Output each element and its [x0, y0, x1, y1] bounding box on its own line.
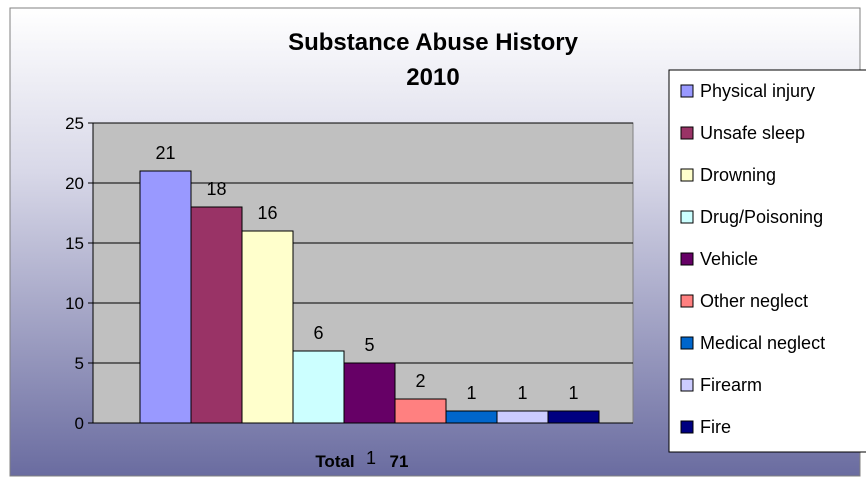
bar-value-label: 6 [313, 323, 323, 343]
y-tick-label: 25 [65, 114, 84, 133]
x-axis-label: Total [315, 452, 354, 471]
y-tick-label: 0 [75, 414, 84, 433]
y-axis-ticks: 0 5 10 15 20 25 [65, 114, 93, 433]
axis-annotation: 1 [366, 448, 376, 468]
legend-label: Drowning [700, 165, 776, 185]
y-tick-label: 15 [65, 234, 84, 253]
bar-value-label: 18 [206, 179, 226, 199]
bar [445, 410, 498, 424]
bar [292, 350, 345, 424]
chart-subtitle: 2010 [406, 64, 459, 91]
bar [139, 170, 192, 424]
chart-title: Substance Abuse History [288, 29, 579, 56]
bar [241, 230, 294, 424]
legend-swatch [680, 378, 694, 392]
legend-swatch [680, 294, 694, 308]
bar-value-label: 1 [517, 383, 527, 403]
legend-swatch [680, 252, 694, 266]
y-tick-label: 10 [65, 294, 84, 313]
legend-label: Other neglect [700, 291, 808, 311]
y-tick-label: 5 [75, 354, 84, 373]
bar [394, 398, 447, 424]
legend-label: Unsafe sleep [700, 123, 805, 143]
bar [496, 410, 549, 424]
legend-label: Vehicle [700, 249, 758, 269]
legend-label: Physical injury [700, 81, 815, 101]
total-value: 71 [390, 452, 409, 471]
bar-value-label: 21 [155, 143, 175, 163]
bar-value-label: 1 [568, 383, 578, 403]
legend-box [668, 69, 866, 453]
legend-swatch [680, 336, 694, 350]
bar [343, 362, 396, 424]
bar-value-label: 5 [364, 335, 374, 355]
legend: Physical injury Unsafe sleep Drowning Drug/… [668, 69, 866, 453]
legend-swatch [680, 420, 694, 434]
legend-swatch [680, 168, 694, 182]
bar-value-label: 1 [466, 383, 476, 403]
bar-value-label: 16 [257, 203, 277, 223]
legend-swatch [680, 84, 694, 98]
bars [139, 170, 600, 424]
bar-value-label: 2 [415, 371, 425, 391]
legend-label: Fire [700, 417, 731, 437]
legend-label: Firearm [700, 375, 762, 395]
legend-label: Medical neglect [700, 333, 825, 353]
legend-label: Drug/Poisoning [700, 207, 823, 227]
legend-swatch [680, 210, 694, 224]
y-tick-label: 20 [65, 174, 84, 193]
legend-swatch [680, 126, 694, 140]
bar [547, 410, 600, 424]
bar [190, 206, 243, 424]
